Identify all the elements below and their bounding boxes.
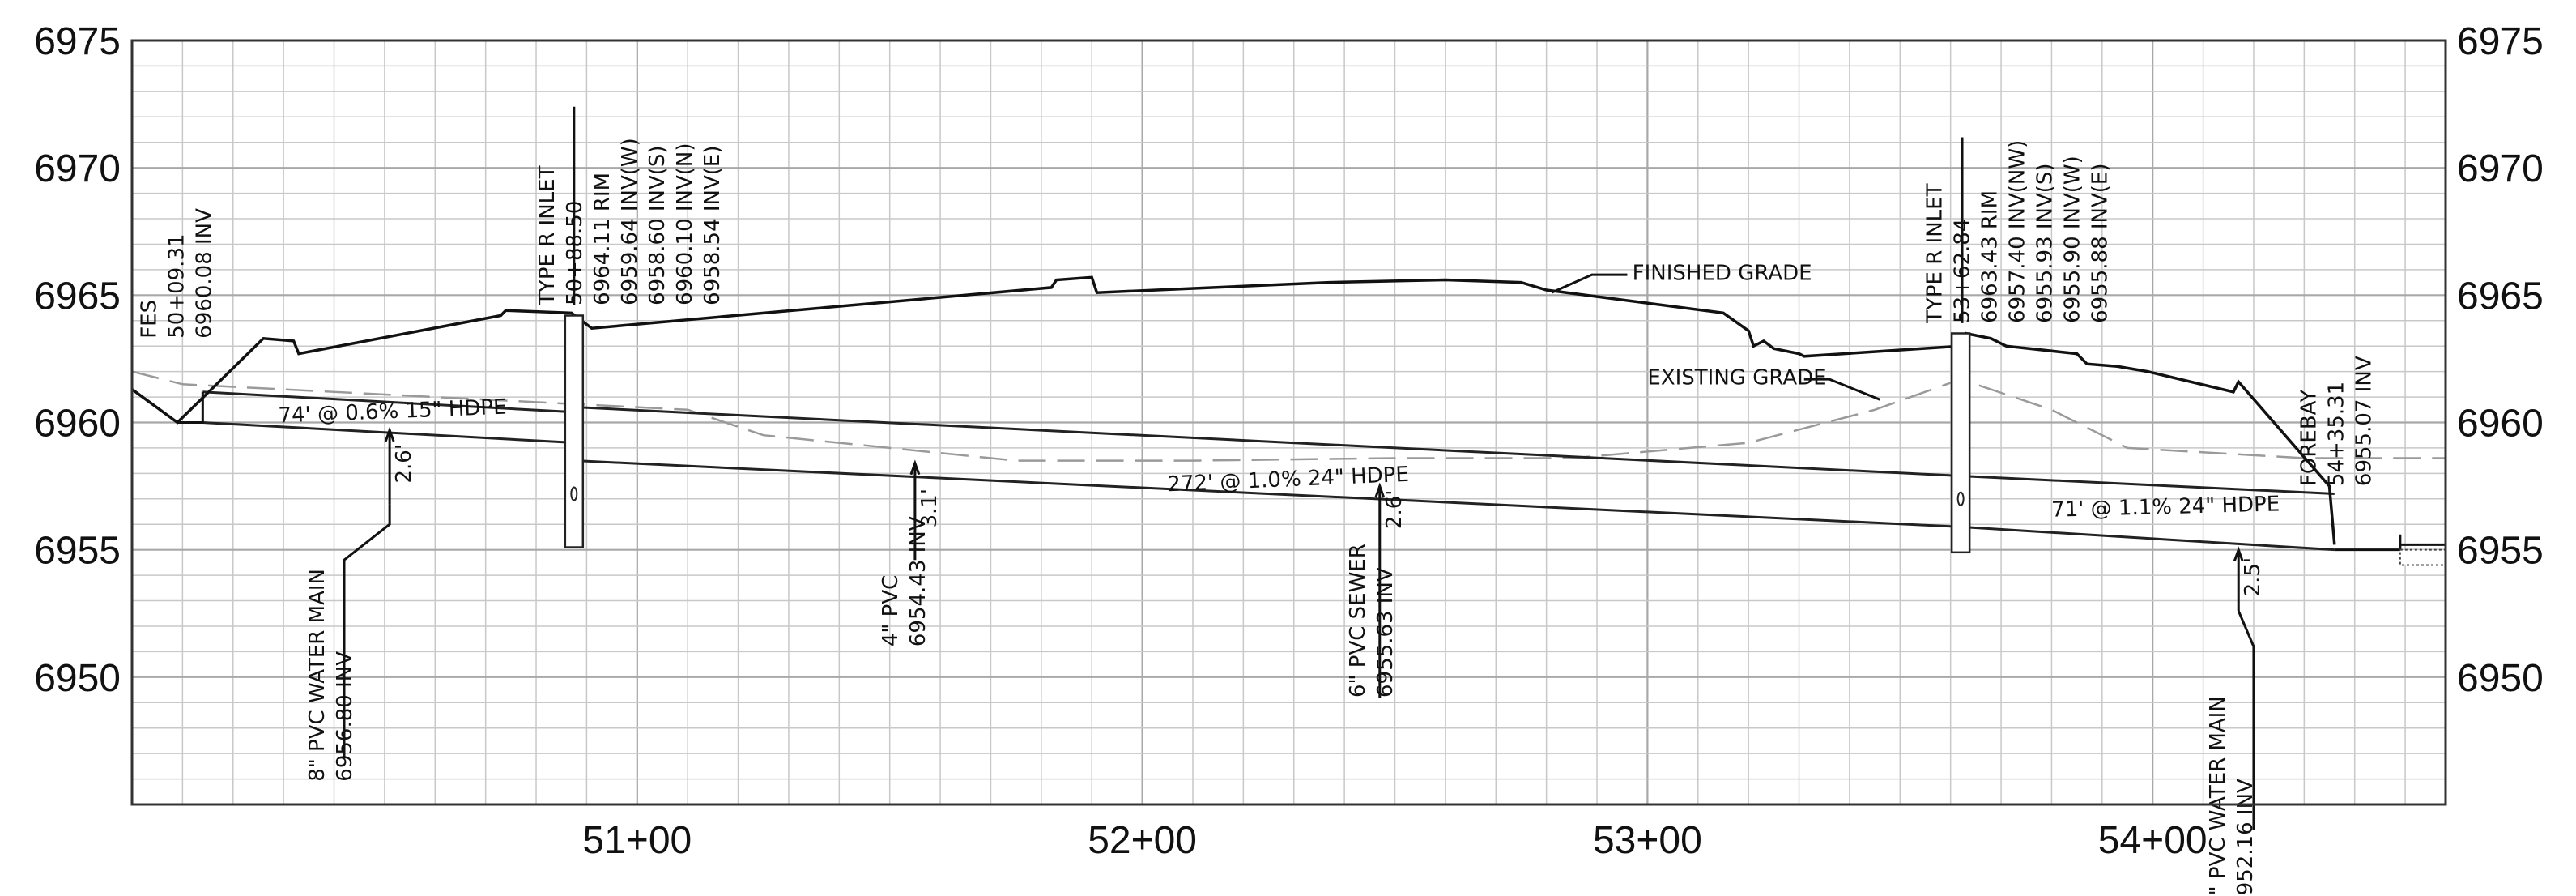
x-tick-label: 52+00 [1088, 819, 1197, 862]
annotation-line: 4" PVC [879, 575, 903, 646]
y-tick-label-right: 6960 [2457, 403, 2544, 446]
forebay-riprap [2399, 548, 2447, 566]
existing-grade-line [131, 370, 2446, 462]
finished-grade-line [130, 275, 2336, 545]
clearance-label: 2.6' [1382, 490, 1407, 530]
x-tick-label: 51+00 [582, 819, 692, 862]
annotation-line: 6955.93 INV(S) [2033, 163, 2057, 322]
annotation-fes: FES 50+09.31 6960.08 INV [138, 208, 217, 339]
clearance-label: 3.1' [918, 489, 942, 528]
water-main-leader [343, 504, 391, 759]
inlet-symbol [570, 486, 578, 501]
water-main-leader [2237, 610, 2255, 830]
inlet-structure [1950, 332, 1971, 554]
annotation-line: 8" PVC WATER MAIN [2206, 696, 2230, 896]
existing-grade-layer [131, 370, 2446, 462]
finished-grade-label: FINISHED GRADE [1633, 261, 1812, 285]
pipe-label: 272' @ 1.0% 24" HDPE [1167, 463, 1410, 497]
annotation-line: 6964.11 RIM [590, 173, 615, 305]
annotation-line: 6958.60 INV(S) [645, 145, 670, 305]
crossing-wm2: 2.5'8" PVC WATER MAIN 6952.16 INV [2206, 546, 2265, 896]
annotation-line: 6955.07 INV [2352, 356, 2377, 486]
pipes-layer [202, 390, 2335, 552]
annotation-line: TYPE R INLET [535, 165, 560, 305]
finished-grade-layer [130, 275, 2336, 545]
annotation-inlet1: TYPE R INLET 50+88.50 6964.11 RIM 6959.64 I… [535, 138, 725, 306]
annotation-line: 6954.43 INV [906, 516, 930, 646]
x-tick-label: 54+00 [2098, 819, 2208, 862]
x-tick-label: 53+00 [1593, 819, 1702, 862]
annotation-line: 50+09.31 [165, 233, 189, 338]
crossing-pvc4: 3.1' 4" PVC 6954.43 INV [879, 459, 942, 646]
plot-frame [130, 39, 2447, 806]
annotation-line: 6955.88 INV(E) [2088, 164, 2112, 323]
pipe-label: 71' @ 1.1% 24" HDPE [2051, 492, 2280, 522]
crossing-wm1: 2.6'8" PVC WATER MAIN 6956.80 INV [305, 426, 416, 782]
y-tick-label-left: 6965 [34, 275, 121, 318]
existing-grade-label: EXISTING GRADE [1647, 365, 1826, 390]
pipe-invert-line [1961, 525, 2335, 552]
annotation-line: FOREBAY [2297, 390, 2322, 487]
y-tick-label-left: 6960 [34, 403, 121, 446]
annotation-line: TYPE R INLET [1922, 183, 1947, 323]
annotation-line: 8" PVC WATER MAIN [305, 569, 330, 782]
annotation-line: 6957.40 INV(NW) [2005, 140, 2029, 323]
annotation-line: 6959.64 INV(W) [618, 138, 642, 305]
annotation-line: 6960.10 INV(N) [673, 143, 697, 305]
structures-layer [177, 314, 2447, 566]
y-tick-label-left: 6970 [34, 147, 121, 190]
annotation-line: 54+35.31 [2325, 382, 2349, 486]
existing-grade-leader [1803, 378, 1880, 401]
annotation-line: 6958.54 INV(E) [700, 146, 725, 305]
annotation-line: 6960.08 INV [193, 208, 217, 339]
pipe-invert-line [576, 459, 1961, 528]
annotation-line: 6955.63 INV [1373, 567, 1398, 698]
annotation-line: 6" PVC SEWER [1346, 544, 1370, 698]
inlet-structure [564, 314, 585, 548]
pipe-crown-line [202, 390, 577, 414]
y-tick-label-left: 6955 [34, 530, 121, 573]
crossing-sewer: 2.6' 6" PVC SEWER 6955.63 INV [1346, 482, 1407, 698]
y-tick-label-left: 6975 [34, 20, 121, 63]
finished-grade-leader [1551, 273, 1628, 294]
arrow-up-icon [1374, 482, 1386, 498]
labels-layer: 6950 6950 6955 6955 6960 6960 6965 6965 6970 6970… [34, 20, 2544, 896]
arrow-up-icon [909, 459, 921, 476]
arrow-up-icon [384, 426, 395, 442]
y-tick-label-right: 6950 [2457, 657, 2544, 700]
y-tick-label-right: 6975 [2457, 20, 2544, 63]
clearance-label: 2.6' [392, 444, 416, 484]
pipe-crown-line [1961, 475, 2335, 496]
clearance-label: 2.5' [2241, 557, 2265, 597]
annotation-line: FES [138, 300, 162, 339]
annotation-line: 6955.90 INV(W) [2060, 156, 2084, 323]
arrow-up-icon [2233, 546, 2244, 562]
annotation-forebay: FOREBAY 54+35.31 6955.07 INV [2297, 356, 2377, 486]
fes-end-section [177, 391, 204, 424]
annotation-line: 6963.43 RIM [1978, 190, 2002, 323]
forebay-outlet [2334, 534, 2446, 552]
y-tick-label-right: 6965 [2457, 275, 2544, 318]
pipe-crown-line [576, 406, 1961, 478]
grid [132, 41, 2446, 804]
y-tick-label-right: 6955 [2457, 530, 2544, 573]
y-tick-label-right: 6970 [2457, 147, 2544, 190]
inlet-symbol [1956, 491, 1965, 506]
y-tick-label-left: 6950 [34, 657, 121, 700]
